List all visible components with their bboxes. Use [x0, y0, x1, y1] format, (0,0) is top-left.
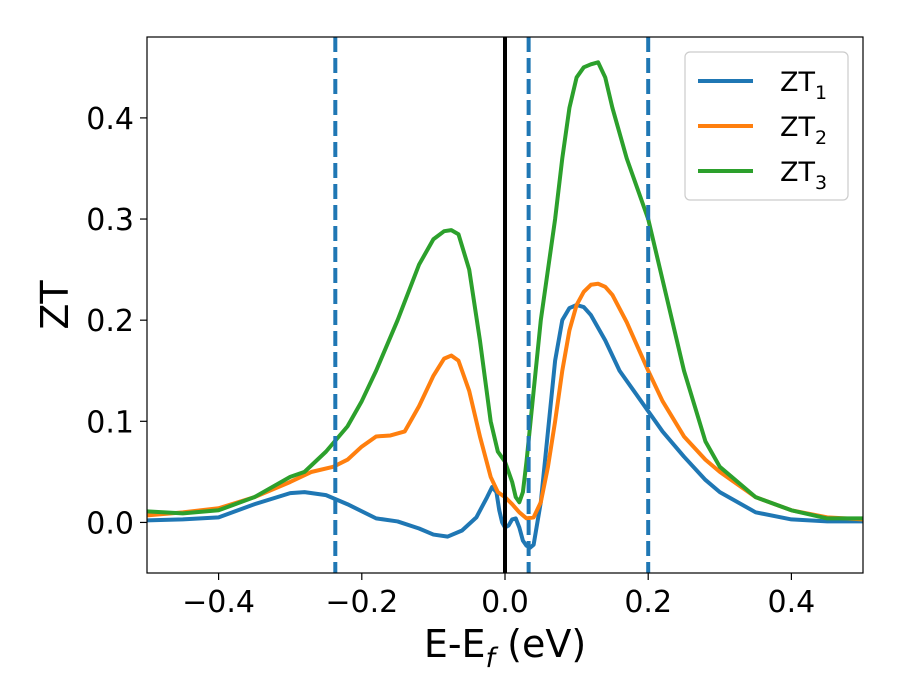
legend-label-sub: 3: [815, 172, 827, 194]
legend-label-sub: 1: [815, 82, 827, 104]
y-axis-label: ZT: [33, 280, 77, 330]
y-tick-label: 0.0: [86, 506, 134, 541]
legend-label-main: ZT: [780, 157, 815, 188]
x-tick-label: 0.2: [624, 585, 672, 620]
plot-area: [147, 37, 863, 573]
y-tick-label: 0.1: [86, 405, 134, 440]
x-tick-label: −0.2: [325, 585, 398, 620]
legend-label-zt2: ZT2: [780, 112, 827, 149]
legend-label-sub: 2: [815, 127, 827, 149]
x-tick-label: −0.4: [182, 585, 255, 620]
legend-label-zt3: ZT3: [780, 157, 827, 194]
y-tick-label: 0.4: [86, 102, 134, 137]
legend-label-zt1: ZT1: [780, 67, 827, 104]
x-tick-label: 0.0: [481, 585, 529, 620]
y-tick-label: 0.3: [86, 203, 134, 238]
legend-box: [684, 51, 849, 201]
y-tick-label: 0.2: [86, 304, 134, 339]
legend-label-main: ZT: [780, 67, 815, 98]
x-tick-label: 0.4: [768, 585, 816, 620]
x-axis-label-suffix: (eV): [495, 622, 586, 666]
series-line-zt3: [147, 60, 863, 521]
axes: −0.4 −0.2 0.0 0.2 0.4 0.0 0.1 0.2 0.3 0.4 E-Ef (eV…: [33, 36, 864, 674]
series-line-zt1: [147, 303, 863, 550]
x-axis-label: E-Ef (eV): [424, 622, 586, 674]
x-axis-label-main: E-E: [424, 622, 486, 666]
series-line-zt2: [147, 281, 863, 522]
legend-label-main: ZT: [780, 112, 815, 143]
